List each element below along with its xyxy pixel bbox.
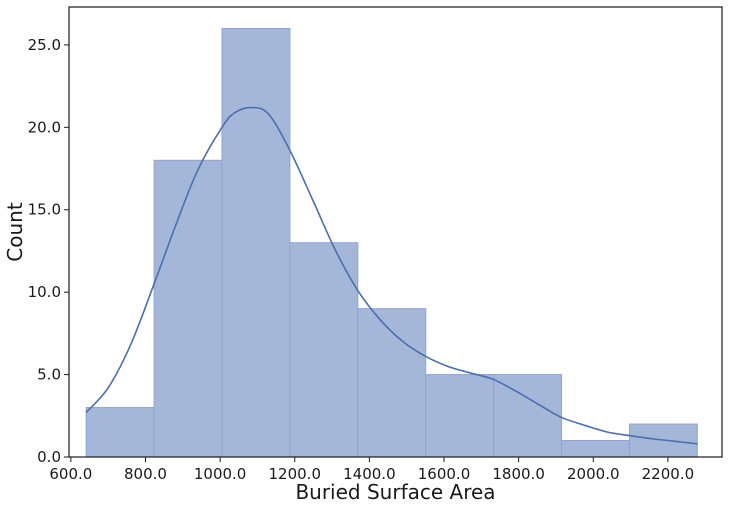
x-tick-label: 1800.0 — [492, 465, 545, 483]
kde-curve — [85, 106, 698, 445]
x-tick-label: 600.0 — [49, 465, 92, 483]
y-tick-label: 10.0 — [28, 283, 61, 301]
x-tick-label: 1400.0 — [343, 465, 396, 483]
histogram-bar-1 — [85, 407, 155, 458]
y-tick-label: 20.0 — [28, 118, 61, 136]
bars-group — [85, 27, 698, 458]
x-axis-title: Buried Surface Area — [295, 480, 495, 504]
y-tick-label: 25.0 — [28, 36, 61, 54]
y-tick-label: 0.0 — [37, 448, 61, 466]
x-tick-label: 1000.0 — [194, 465, 247, 483]
x-tick-label: 2000.0 — [567, 465, 620, 483]
x-axis: 600.0 800.0 1000.0 1200.0 1400.0 1600.0 1800.0… — [49, 457, 694, 483]
y-axis-title: Count — [3, 202, 27, 262]
histogram-bar-2 — [153, 159, 223, 458]
x-tick-label: 2200.0 — [642, 465, 695, 483]
histogram-bar-3 — [221, 27, 291, 458]
y-tick-label: 5.0 — [37, 366, 61, 384]
histogram-bar-5 — [357, 308, 427, 458]
y-tick-label: 15.0 — [28, 201, 61, 219]
x-tick-label: 1200.0 — [269, 465, 322, 483]
x-tick-label: 1600.0 — [418, 465, 471, 483]
histogram-bar-4 — [289, 242, 359, 458]
histogram-bar-7 — [493, 374, 563, 458]
plot-frame — [68, 6, 723, 458]
histogram-bar-6 — [425, 374, 495, 458]
x-tick-label: 800.0 — [124, 465, 167, 483]
histogram-bar-8 — [561, 440, 630, 458]
y-axis: 0.0 5.0 10.0 15.0 20.0 25.0 — [28, 36, 69, 466]
